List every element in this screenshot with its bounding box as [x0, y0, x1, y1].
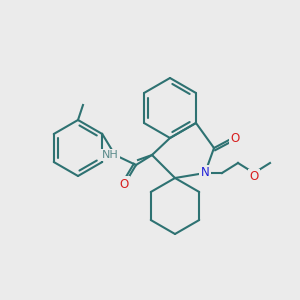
Text: O: O	[119, 178, 129, 190]
Text: N: N	[201, 167, 209, 179]
Text: NH: NH	[102, 150, 118, 160]
Text: O: O	[230, 131, 240, 145]
Text: O: O	[249, 170, 259, 184]
